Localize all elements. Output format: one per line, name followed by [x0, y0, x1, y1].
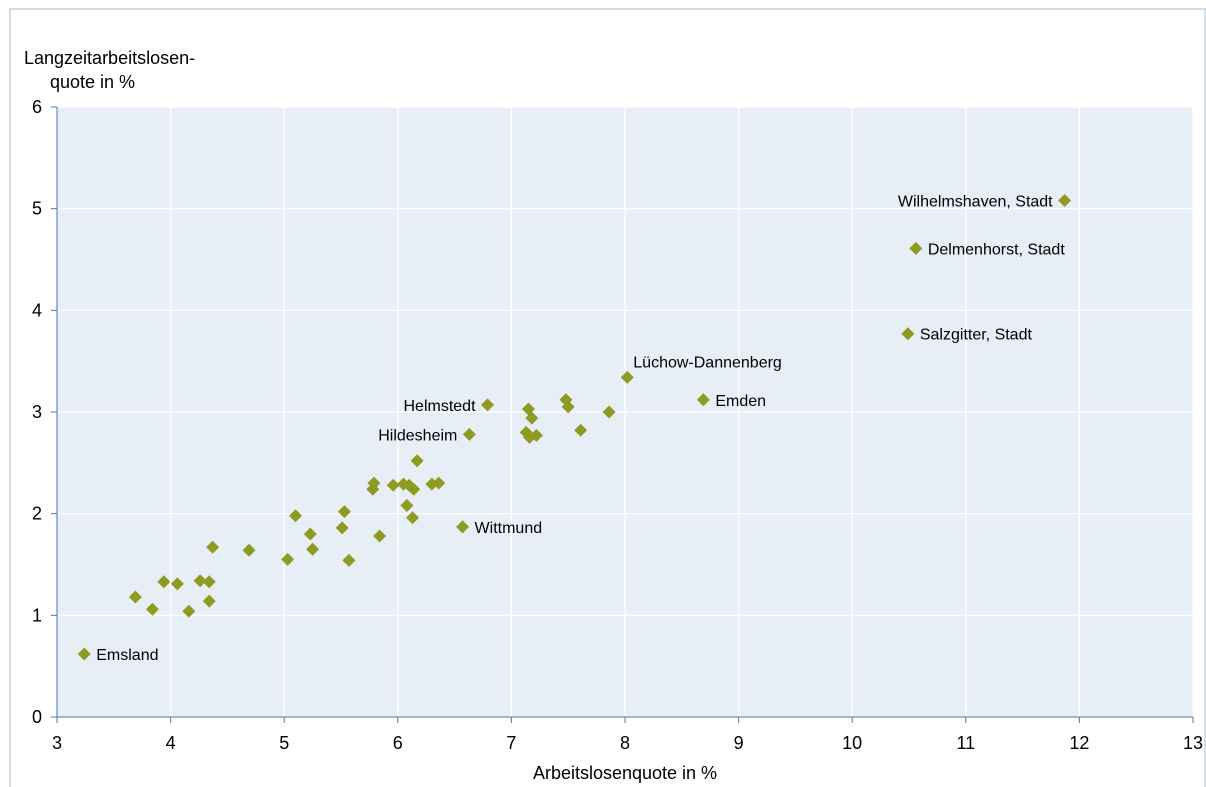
- point-label: Emden: [715, 393, 766, 410]
- y-axis-title-line1: Langzeitarbeitslosen-: [24, 48, 195, 68]
- point-label: Emsland: [96, 647, 158, 664]
- y-tick-label: 3: [32, 402, 42, 422]
- data-point: [561, 400, 575, 414]
- data-point: [77, 647, 91, 661]
- point-label: Hildesheim: [378, 427, 457, 444]
- data-point: [202, 575, 216, 589]
- x-tick-label: 8: [620, 733, 630, 753]
- data-point: [289, 509, 303, 523]
- data-point: [157, 575, 171, 589]
- data-point: [901, 327, 915, 341]
- data-point: [303, 527, 317, 541]
- data-point: [373, 529, 387, 543]
- data-point: [432, 476, 446, 490]
- grid-layer: [57, 106, 1194, 717]
- data-point: [182, 604, 196, 618]
- data-point: [462, 427, 476, 441]
- data-point: [529, 428, 543, 442]
- points-layer: [77, 194, 1072, 661]
- data-point: [202, 594, 216, 608]
- data-point: [456, 520, 470, 534]
- y-tick-label: 6: [32, 97, 42, 117]
- data-point: [386, 478, 400, 492]
- data-point: [525, 411, 539, 425]
- x-tick-label: 5: [279, 733, 289, 753]
- point-labels-layer: Emsland Wittmund Hildesheim Helmstedt Lüchow…: [96, 194, 1065, 664]
- data-point: [193, 574, 207, 588]
- point-label: Lüchow-Dannenberg: [633, 354, 782, 371]
- data-point: [170, 577, 184, 591]
- data-point: [306, 542, 320, 556]
- y-tick-label: 1: [32, 605, 42, 625]
- y-tick-label: 5: [32, 199, 42, 219]
- data-point: [400, 499, 414, 513]
- data-point: [145, 602, 159, 616]
- data-point: [406, 511, 420, 525]
- data-point: [206, 540, 220, 554]
- x-tick-label: 10: [842, 733, 862, 753]
- point-label: Salzgitter, Stadt: [920, 327, 1033, 344]
- data-point: [481, 398, 495, 412]
- data-point: [335, 521, 349, 535]
- x-tick-label: 3: [52, 733, 62, 753]
- data-point: [696, 393, 710, 407]
- data-point: [242, 543, 256, 557]
- data-point: [909, 241, 923, 255]
- y-tick-label: 4: [32, 300, 42, 320]
- data-point: [281, 552, 295, 566]
- data-point: [342, 553, 356, 567]
- y-tick-label: 0: [32, 707, 42, 727]
- data-point: [620, 370, 634, 384]
- x-tick-label: 12: [1069, 733, 1089, 753]
- x-tick-label: 9: [734, 733, 744, 753]
- data-point: [410, 454, 424, 468]
- data-point: [407, 482, 421, 496]
- x-tick-label: 6: [393, 733, 403, 753]
- x-axis-title: Arbeitslosenquote in %: [533, 763, 717, 783]
- x-tick-label: 11: [956, 733, 975, 753]
- x-tick-label: 4: [166, 733, 176, 753]
- x-tick-label: 13: [1183, 733, 1203, 753]
- y-axis-title-line2: quote in %: [50, 72, 135, 92]
- point-label: Helmstedt: [404, 398, 477, 415]
- y-tick-label: 2: [32, 504, 42, 524]
- data-point: [128, 590, 142, 604]
- point-label: Delmenhorst, Stadt: [928, 241, 1066, 258]
- data-point: [1058, 194, 1072, 208]
- data-point: [602, 405, 616, 419]
- point-label: Wilhelmshaven, Stadt: [898, 194, 1053, 211]
- point-label: Wittmund: [475, 520, 543, 537]
- x-tick-label: 7: [506, 733, 516, 753]
- data-point: [337, 505, 351, 519]
- data-point: [367, 476, 381, 490]
- data-point: [574, 423, 588, 437]
